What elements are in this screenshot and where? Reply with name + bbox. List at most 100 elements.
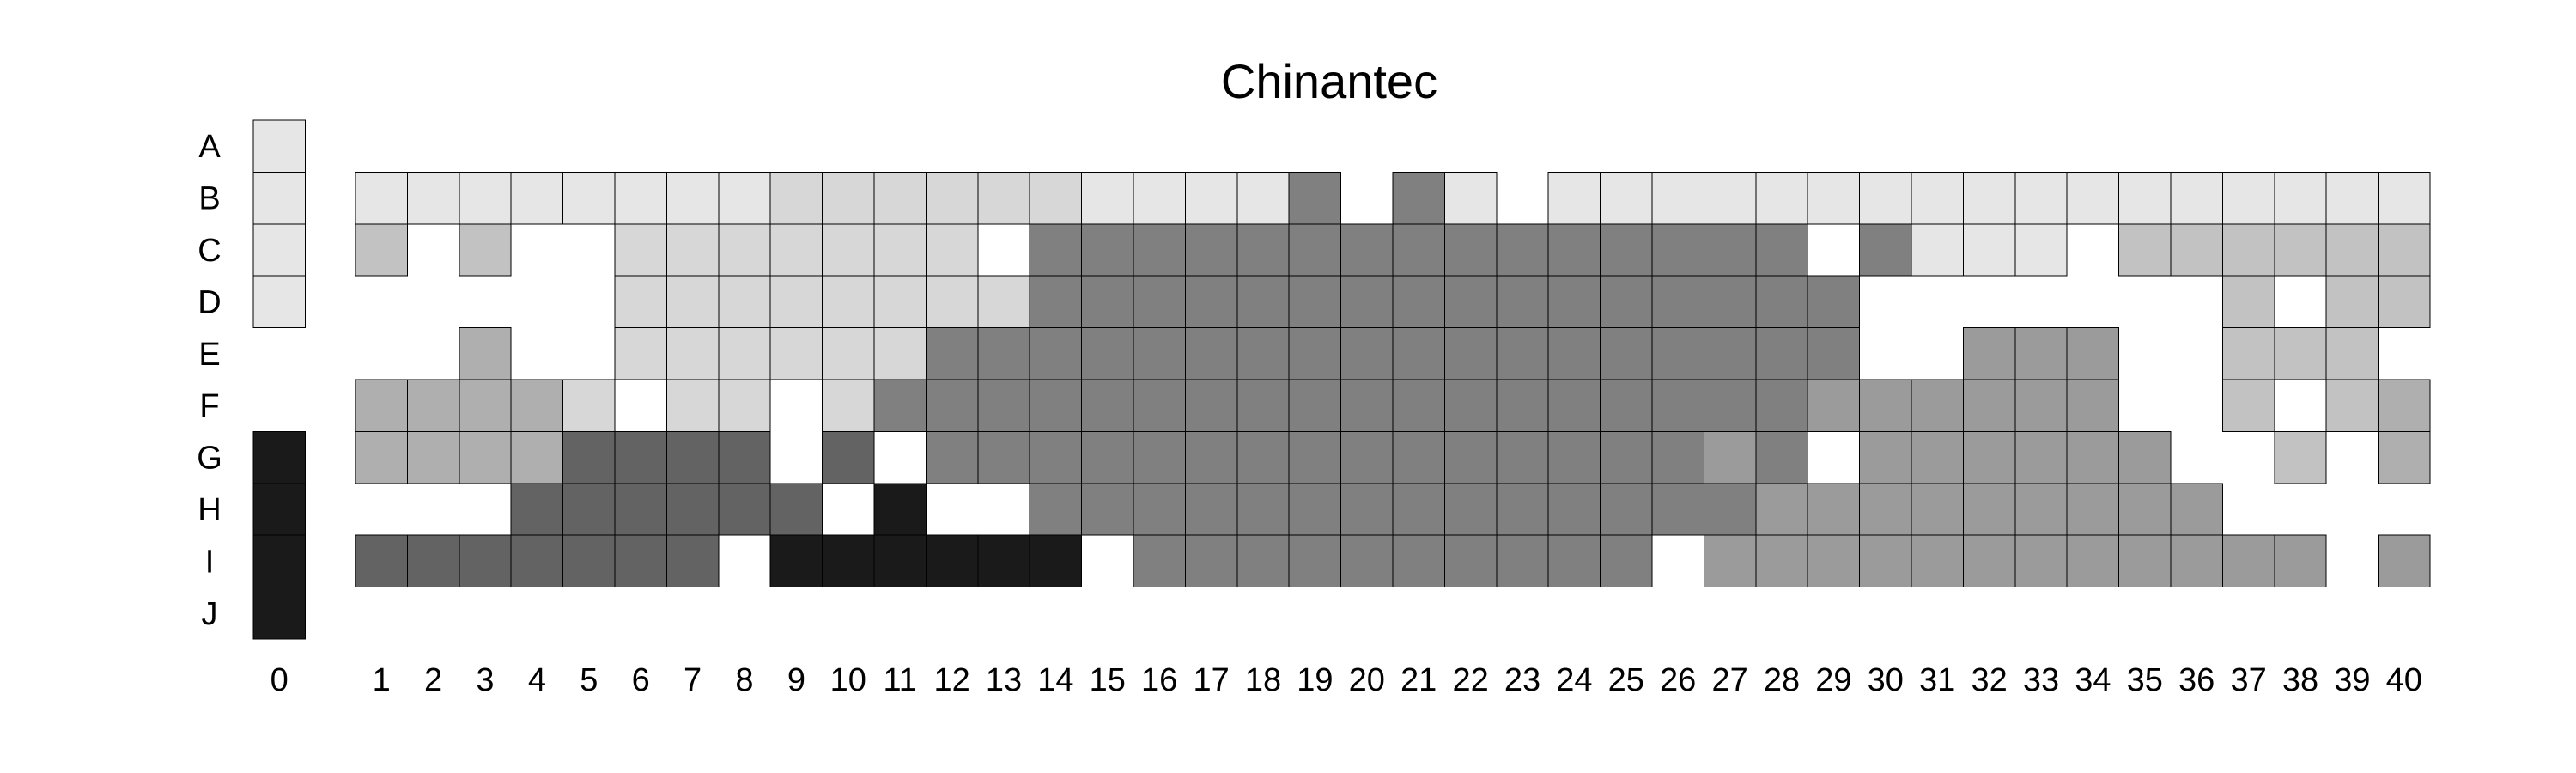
column-label-5: 5	[580, 662, 598, 698]
heatmap-cell-C22	[1443, 223, 1498, 277]
heatmap-cell-D19	[1288, 275, 1342, 329]
column-label-8: 8	[735, 662, 753, 698]
heatmap-cell-I23	[1496, 534, 1549, 588]
heatmap-cell-I18	[1236, 534, 1290, 588]
heatmap-cell-F27	[1703, 379, 1757, 432]
heatmap-cell-G1	[355, 430, 408, 484]
heatmap-cell-E25	[1600, 327, 1653, 380]
heatmap-cell-D10	[822, 275, 875, 329]
heatmap-cell-I20	[1340, 534, 1394, 588]
column-label-3: 3	[476, 662, 494, 698]
heatmap-cell-D13	[977, 275, 1030, 329]
heatmap-cell-I22	[1443, 534, 1498, 588]
heatmap-cell-G0	[252, 430, 306, 484]
heatmap-cell-I17	[1184, 534, 1238, 588]
heatmap-cell-B15	[1081, 171, 1134, 225]
heatmap-cell-E17	[1184, 327, 1238, 380]
heatmap-cell-D18	[1236, 275, 1290, 329]
heatmap-cell-B36	[2170, 171, 2223, 225]
column-label-6: 6	[632, 662, 650, 698]
heatmap-cell-D15	[1081, 275, 1134, 329]
heatmap-cell-F32	[1962, 379, 2016, 432]
heatmap-cell-E39	[2325, 327, 2379, 380]
heatmap-cell-G17	[1184, 430, 1238, 484]
heatmap-cell-D29	[1807, 275, 1861, 329]
heatmap-cell-F17	[1184, 379, 1238, 432]
heatmap-cell-F12	[925, 379, 979, 432]
heatmap-cell-G24	[1547, 430, 1601, 484]
heatmap-cell-C28	[1755, 223, 1808, 277]
heatmap-cell-I11	[873, 534, 927, 588]
heatmap-cell-B27	[1703, 171, 1757, 225]
heatmap-cell-B28	[1755, 171, 1808, 225]
column-label-22: 22	[1452, 662, 1488, 698]
heatmap-cell-C27	[1703, 223, 1757, 277]
heatmap-cell-E23	[1496, 327, 1549, 380]
heatmap-cell-C31	[1911, 223, 1964, 277]
column-label-40: 40	[2386, 662, 2422, 698]
heatmap-cell-I13	[977, 534, 1030, 588]
heatmap-cell-I9	[769, 534, 823, 588]
chart-title: Chinantec	[1221, 54, 1437, 108]
heatmap-cell-C20	[1340, 223, 1394, 277]
heatmap-cell-D7	[665, 275, 720, 329]
heatmap-cell-D9	[769, 275, 823, 329]
heatmap-cell-B40	[2378, 171, 2431, 225]
heatmap-cell-E37	[2221, 327, 2275, 380]
heatmap-cell-E9	[769, 327, 823, 380]
heatmap-cell-H22	[1443, 483, 1498, 536]
heatmap-cell-C32	[1962, 223, 2016, 277]
row-label-F: F	[199, 388, 219, 424]
column-label-19: 19	[1297, 662, 1333, 698]
column-label-33: 33	[2023, 662, 2059, 698]
column-label-11: 11	[883, 662, 916, 698]
heatmap-cell-G3	[459, 430, 512, 484]
row-label-G: G	[197, 441, 222, 477]
heatmap-cell-I19	[1288, 534, 1342, 588]
heatmap-cell-F23	[1496, 379, 1549, 432]
heatmap-cell-I4	[510, 534, 564, 588]
heatmap-cell-G20	[1340, 430, 1394, 484]
heatmap-cells	[252, 119, 2431, 640]
heatmap-cell-F34	[2066, 379, 2120, 432]
heatmap-cell-E28	[1755, 327, 1808, 380]
heatmap-cell-C12	[925, 223, 979, 277]
heatmap-cell-I35	[2118, 534, 2172, 588]
row-label-C: C	[197, 233, 221, 269]
column-label-27: 27	[1711, 662, 1747, 698]
heatmap-cell-I32	[1962, 534, 2016, 588]
column-label-23: 23	[1504, 662, 1540, 698]
heatmap-cell-G30	[1859, 430, 1912, 484]
heatmap-cell-G40	[2378, 430, 2431, 484]
heatmap-cell-C30	[1859, 223, 1912, 277]
column-label-21: 21	[1400, 662, 1437, 698]
heatmap-cell-D25	[1600, 275, 1653, 329]
heatmap-cell-H14	[1029, 483, 1083, 536]
heatmap-cell-C23	[1496, 223, 1549, 277]
heatmap-cell-D21	[1392, 275, 1445, 329]
heatmap-cell-C38	[2274, 223, 2327, 277]
heatmap-cell-I30	[1859, 534, 1912, 588]
heatmap-cell-D40	[2378, 275, 2431, 329]
heatmap-cell-I34	[2066, 534, 2120, 588]
heatmap-cell-F21	[1392, 379, 1445, 432]
column-labels: 0 1 2 3 4 5 6 7 8 9 10 11 12 13 14 15 16 17 18 19 20 21 22 23 24…	[270, 662, 2422, 698]
heatmap-cell-B19	[1288, 171, 1342, 225]
column-label-15: 15	[1090, 662, 1126, 698]
heatmap-cell-H20	[1340, 483, 1394, 536]
heatmap-cell-E33	[2014, 327, 2068, 380]
heatmap-cell-C3	[459, 223, 512, 277]
heatmap-cell-C25	[1600, 223, 1653, 277]
heatmap-cell-F33	[2014, 379, 2068, 432]
column-label-34: 34	[2075, 662, 2111, 698]
heatmap-cell-H31	[1911, 483, 1964, 536]
heatmap-cell-F28	[1755, 379, 1808, 432]
column-label-0: 0	[270, 662, 289, 698]
heatmap-cell-D22	[1443, 275, 1498, 329]
heatmap-cell-D39	[2325, 275, 2379, 329]
heatmap-cell-H25	[1600, 483, 1653, 536]
heatmap-cell-B29	[1807, 171, 1861, 225]
heatmap-cell-H33	[2014, 483, 2068, 536]
heatmap-cell-B9	[769, 171, 823, 225]
